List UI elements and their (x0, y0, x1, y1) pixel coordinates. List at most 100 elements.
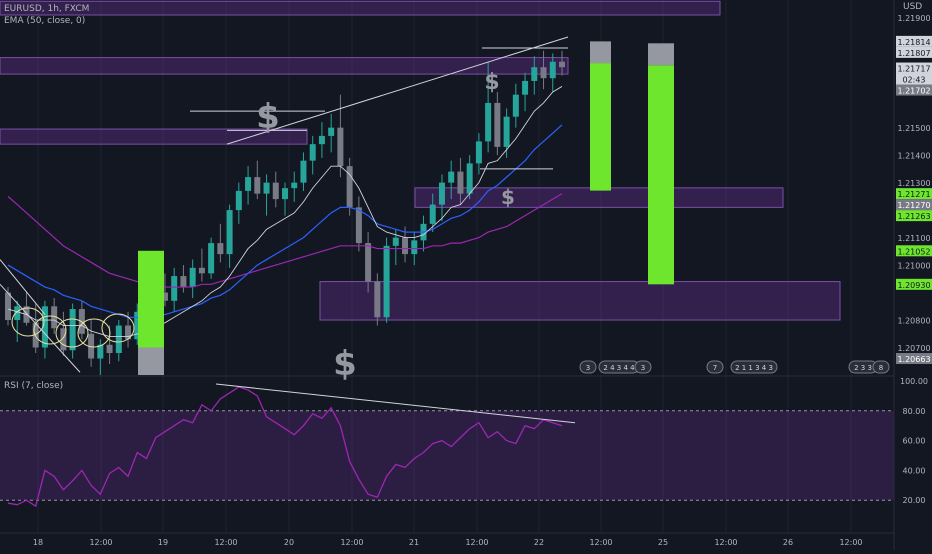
price-tick-label: 1.21900 (897, 14, 930, 23)
candle-body (309, 144, 316, 161)
zone-resistance (0, 57, 569, 75)
trend-line-wedge-lower-2 (0, 259, 46, 315)
candle-body (5, 292, 11, 321)
event-badge-label: 2 4 3 4 4 (603, 364, 635, 372)
candle-body (531, 67, 538, 81)
candle-body (402, 237, 409, 255)
price-tick-label: 1.21807 (897, 49, 930, 58)
rsi-indicator-label[interactable]: RSI (7, close) (4, 381, 64, 391)
time-tick-label: 12:00 (465, 538, 488, 547)
dollar-annotation: $ (501, 185, 515, 209)
price-tick-label: 1.21270 (897, 201, 930, 210)
ema-slow-line (7, 193, 563, 288)
candle-body (51, 306, 58, 329)
candle-body (41, 306, 48, 348)
candle-body (494, 102, 501, 147)
price-tick-label: 1.21000 (897, 262, 930, 271)
dollar-annotation: $ (256, 97, 280, 137)
ema-fast-line (7, 86, 563, 337)
price-label-bg (896, 199, 932, 211)
pattern-circle (77, 318, 111, 348)
event-badge-label: 7 (713, 364, 717, 372)
candle-body (282, 188, 288, 200)
countdown-bg (896, 73, 932, 85)
trend-line-rising-wedge-top (226, 36, 569, 145)
price-label-bg (896, 188, 932, 200)
candle-body (14, 306, 21, 321)
candle-body (337, 127, 344, 167)
countdown-label: 02:43 (902, 76, 925, 85)
zone-resistance (0, 0, 721, 16)
time-tick-label: 12:00 (714, 538, 737, 547)
price-label-bg (896, 84, 932, 96)
rsi-line (7, 386, 563, 508)
candle-body (318, 135, 325, 145)
ema-indicator-label[interactable]: EMA (50, close, 0) (4, 16, 86, 26)
rsi-tick-label: 60.00 (903, 437, 926, 446)
candle-body (503, 116, 510, 147)
price-label-bg (896, 35, 932, 47)
candle-body (522, 80, 529, 95)
price-label-bg (896, 245, 932, 257)
candle-body (171, 276, 178, 301)
pattern-circle (11, 307, 45, 337)
event-badge (579, 360, 597, 374)
price-tick-label: 1.21100 (897, 234, 930, 243)
zone-resistance (0, 128, 308, 145)
trend-line-rsi-divergence (215, 383, 576, 424)
event-badge (634, 360, 652, 374)
pattern-circle (101, 313, 135, 343)
time-tick-label: 12:00 (89, 538, 112, 547)
candle-body (88, 333, 95, 359)
candle-body (392, 237, 399, 246)
candle-body (291, 182, 298, 189)
candle-body (540, 67, 547, 79)
price-tick-label: 1.20700 (897, 344, 930, 353)
time-tick-label: 12:00 (340, 538, 363, 547)
candle-body (328, 127, 335, 136)
event-badge-label: 2 1 1 3 4 3 (735, 364, 773, 372)
pattern-circle (33, 315, 67, 345)
candle-body (272, 182, 279, 200)
candle-body (411, 240, 418, 255)
price-tick-label: 1.20800 (897, 317, 930, 326)
time-tick-label: 20 (284, 538, 294, 547)
candle-body (466, 163, 473, 194)
price-label-bg (896, 278, 932, 290)
time-tick-label: 26 (783, 538, 793, 547)
time-tick-label: 19 (158, 538, 168, 547)
zone-support (319, 281, 841, 321)
pattern-circle (55, 318, 89, 348)
event-badge-label: 3 (586, 364, 590, 372)
rsi-tick-label: 40.00 (903, 466, 926, 475)
candle-body (346, 166, 353, 208)
candle-body (559, 61, 565, 68)
price-label-bg (896, 210, 932, 222)
price-label-bg (896, 353, 932, 365)
ema-mid-line (7, 124, 563, 318)
price-label-bg (896, 46, 932, 58)
currency-label: USD (903, 2, 923, 12)
candle-body (485, 102, 492, 142)
candle-body (226, 210, 233, 255)
candle-body (549, 61, 556, 79)
time-tick-label: 25 (658, 538, 668, 547)
candle-body (134, 311, 141, 340)
rsi-tick-label: 80.00 (903, 407, 926, 416)
time-tick-label: 21 (409, 538, 419, 547)
candle-body (300, 160, 307, 183)
signal-gray-cap (138, 347, 164, 375)
candle-body (245, 177, 252, 191)
symbol-title[interactable]: EURUSD, 1h, FXCM (4, 4, 90, 14)
time-tick-label: 12:00 (589, 538, 612, 547)
signal-gray-cap (590, 41, 611, 64)
candle-body (208, 243, 215, 274)
candle-body (217, 243, 224, 255)
trend-line-wedge-lower (0, 283, 81, 373)
candle-body (235, 190, 242, 211)
price-tick-label: 1.20930 (897, 281, 930, 290)
signal-green-bar (138, 250, 164, 348)
candle-body (457, 171, 464, 194)
